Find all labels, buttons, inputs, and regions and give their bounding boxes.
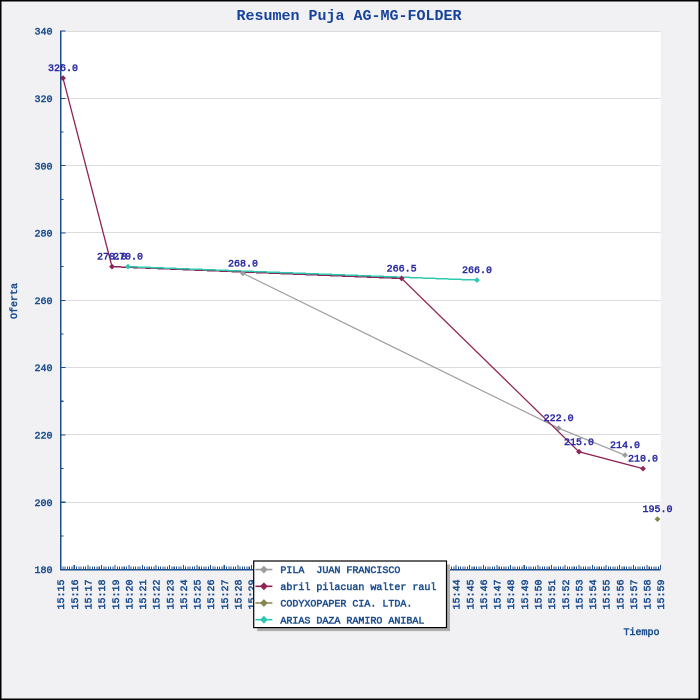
svg-text:15:53: 15:53 (575, 579, 586, 609)
svg-text:15:50: 15:50 (534, 579, 545, 609)
svg-text:15:17: 15:17 (84, 579, 95, 609)
svg-text:260: 260 (34, 297, 52, 308)
svg-text:15:21: 15:21 (139, 579, 150, 609)
svg-text:15:46: 15:46 (480, 579, 491, 609)
svg-text:15:51: 15:51 (548, 579, 559, 609)
svg-text:15:49: 15:49 (521, 579, 532, 609)
svg-text:15:16: 15:16 (71, 579, 82, 609)
svg-text:15:27: 15:27 (221, 579, 232, 609)
svg-text:214.0: 214.0 (610, 441, 640, 452)
svg-text:Oferta: Oferta (9, 283, 21, 319)
svg-text:15:59: 15:59 (657, 579, 668, 609)
svg-text:15:19: 15:19 (112, 579, 123, 609)
svg-text:180: 180 (34, 566, 52, 577)
svg-text:15:57: 15:57 (630, 579, 641, 609)
svg-text:15:52: 15:52 (562, 579, 573, 609)
svg-text:268.0: 268.0 (228, 259, 258, 270)
svg-text:270.0: 270.0 (113, 253, 143, 264)
svg-text:15:15: 15:15 (57, 579, 68, 609)
svg-text:215.0: 215.0 (564, 438, 594, 449)
svg-text:15:22: 15:22 (153, 579, 164, 609)
svg-text:15:54: 15:54 (589, 579, 600, 609)
svg-text:15:24: 15:24 (180, 579, 191, 609)
svg-text:CODYXOPAPER CIA. LTDA.: CODYXOPAPER CIA. LTDA. (280, 600, 412, 611)
svg-text:15:55: 15:55 (603, 579, 614, 609)
svg-text:300: 300 (34, 162, 52, 173)
svg-text:15:25: 15:25 (194, 579, 205, 609)
svg-text:266.5: 266.5 (387, 264, 417, 275)
svg-text:320: 320 (34, 95, 52, 106)
svg-text:210.0: 210.0 (628, 455, 658, 466)
svg-text:15:47: 15:47 (494, 579, 505, 609)
svg-text:240: 240 (34, 364, 52, 375)
svg-text:15:23: 15:23 (166, 579, 177, 609)
svg-text:15:20: 15:20 (125, 579, 136, 609)
svg-text:15:48: 15:48 (507, 579, 518, 609)
svg-text:15:58: 15:58 (644, 579, 655, 609)
svg-text:Resumen Puja AG-MG-FOLDER: Resumen Puja AG-MG-FOLDER (236, 8, 461, 25)
svg-text:326.0: 326.0 (48, 64, 78, 75)
svg-text:220: 220 (34, 432, 52, 443)
svg-text:222.0: 222.0 (544, 414, 574, 425)
svg-text:280: 280 (34, 230, 52, 241)
svg-text:200: 200 (34, 499, 52, 510)
svg-text:15:44: 15:44 (453, 579, 464, 609)
svg-text:abril pilacuan walter raul: abril pilacuan walter raul (280, 582, 436, 594)
svg-text:270.0: 270.0 (97, 253, 127, 264)
svg-text:15:56: 15:56 (616, 579, 627, 609)
svg-text:15:28: 15:28 (234, 579, 245, 609)
svg-text:Tiempo: Tiempo (623, 627, 659, 639)
svg-text:ARIAS DAZA RAMIRO ANIBAL: ARIAS DAZA RAMIRO ANIBAL (280, 616, 424, 627)
svg-text:195.0: 195.0 (642, 505, 672, 516)
svg-text:PILA JUAN FRANCISCO: PILA JUAN FRANCISCO (280, 566, 400, 577)
svg-text:340: 340 (34, 28, 52, 39)
svg-text:15:18: 15:18 (98, 579, 109, 609)
svg-text:15:45: 15:45 (466, 579, 477, 609)
svg-text:15:26: 15:26 (207, 579, 218, 609)
svg-text:266.0: 266.0 (462, 266, 492, 277)
